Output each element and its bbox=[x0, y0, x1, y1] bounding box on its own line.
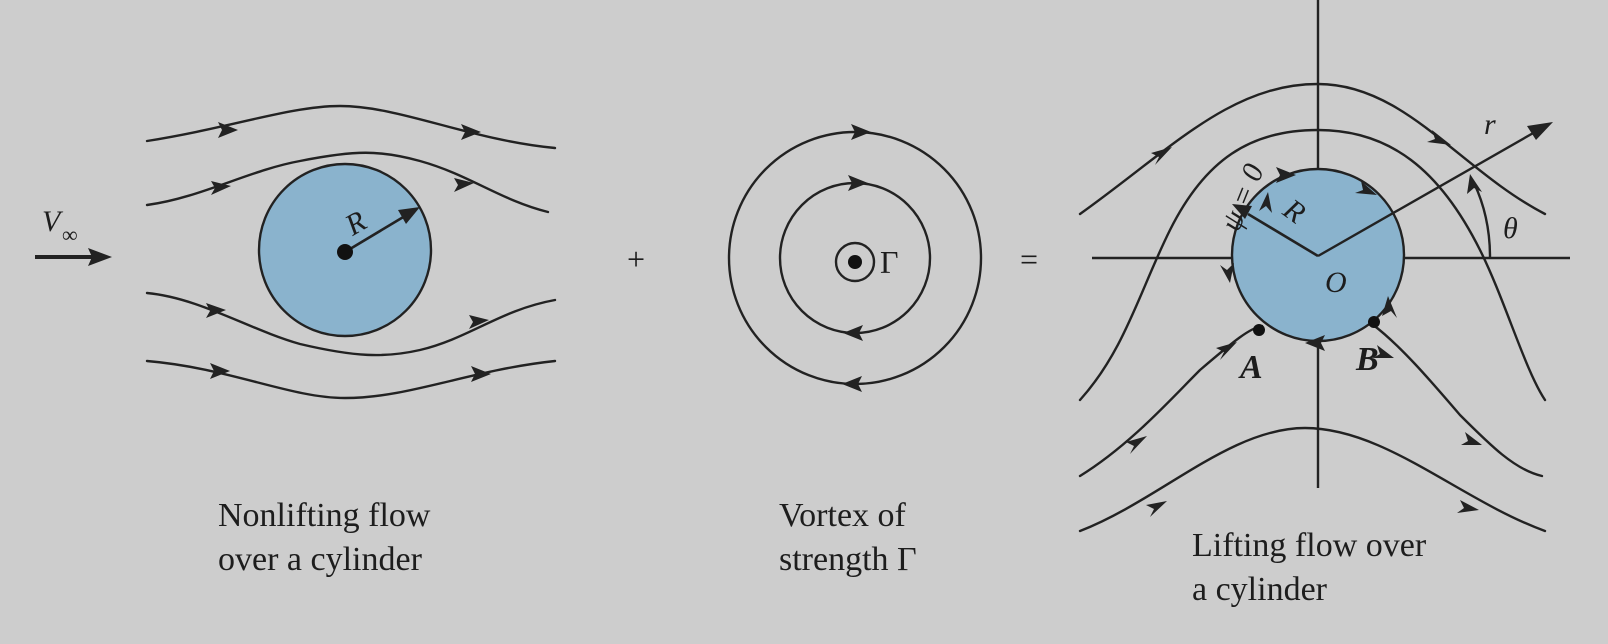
lifting-flow-panel: R r θ O ψ = 0 A B bbox=[1080, 0, 1570, 531]
theta-arc bbox=[1474, 183, 1490, 257]
caption-nonlifting-line2: over a cylinder bbox=[218, 538, 430, 582]
point-a-label: A bbox=[1238, 349, 1263, 386]
stagnation-point-a bbox=[1253, 324, 1265, 336]
vortex-center-dot bbox=[848, 255, 862, 269]
v-infinity-label: V bbox=[42, 205, 64, 238]
point-b-label: B bbox=[1355, 341, 1379, 378]
caption-nonlifting-line1: Nonlifting flow bbox=[218, 494, 430, 538]
plus-sign: + bbox=[627, 241, 645, 277]
theta-label: θ bbox=[1503, 212, 1518, 245]
origin-label: O bbox=[1325, 266, 1347, 299]
nonlifting-flow-panel: V ∞ R bbox=[35, 106, 555, 398]
r-label: r bbox=[1484, 108, 1496, 141]
caption-vortex: Vortex of strength Γ bbox=[779, 494, 917, 582]
caption-lifting: Lifting flow over a cylinder bbox=[1192, 524, 1426, 612]
streamline-bottom-outer bbox=[147, 361, 555, 398]
v-infinity-subscript: ∞ bbox=[62, 222, 78, 247]
gamma-label: Γ bbox=[880, 244, 899, 280]
caption-nonlifting: Nonlifting flow over a cylinder bbox=[218, 494, 430, 582]
caption-vortex-line1: Vortex of bbox=[779, 494, 917, 538]
caption-lifting-line1: Lifting flow over bbox=[1192, 524, 1426, 568]
caption-vortex-line2: strength Γ bbox=[779, 538, 917, 582]
vortex-panel: Γ bbox=[729, 124, 981, 392]
stagnation-point-b bbox=[1368, 316, 1380, 328]
lifting-streamline-3 bbox=[1080, 326, 1262, 476]
freestream-arrow bbox=[35, 248, 112, 266]
caption-lifting-line2: a cylinder bbox=[1192, 568, 1426, 612]
center-point-left bbox=[337, 244, 353, 260]
streamline-top-outer bbox=[147, 106, 555, 148]
equals-sign: = bbox=[1020, 241, 1038, 277]
